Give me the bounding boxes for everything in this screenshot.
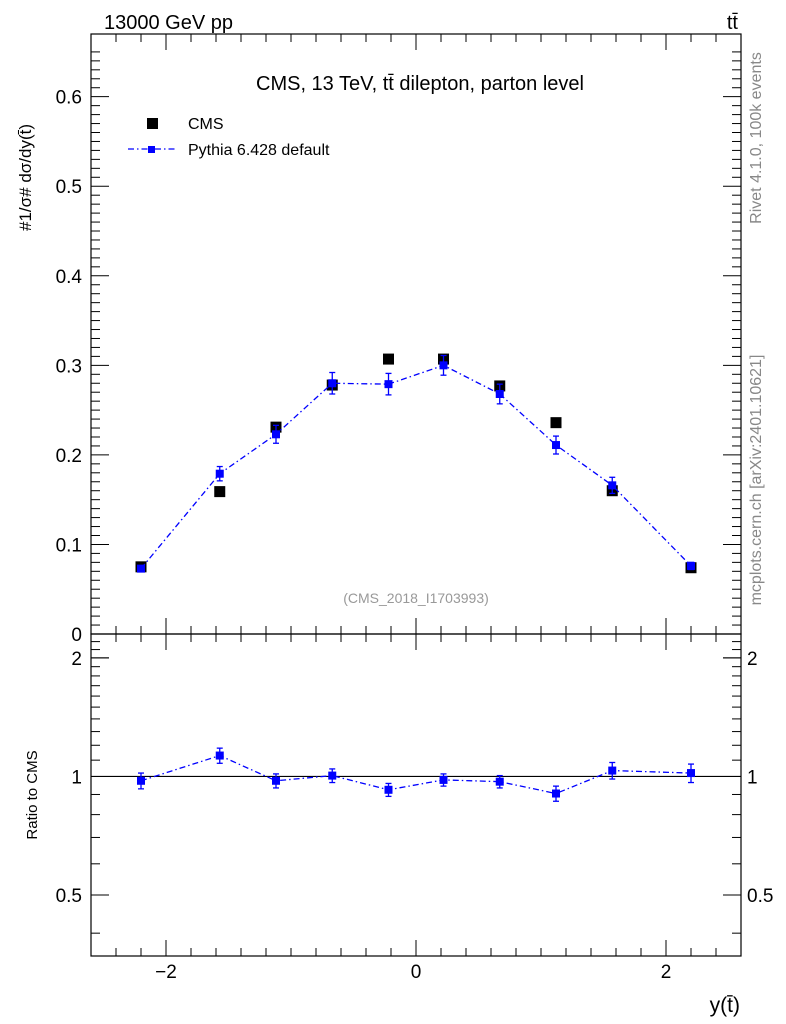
energy-label: 13000 GeV pp <box>104 12 233 34</box>
ratio-tick-label-left: 0.5 <box>56 886 82 907</box>
cms-data-point <box>383 353 394 365</box>
ratio-tick-label-left: 2 <box>71 649 82 670</box>
ratio-plot-frame <box>90 633 742 957</box>
pythia-data-point <box>215 469 224 478</box>
plot-marks <box>90 33 742 957</box>
x-axis-label: y(t̄) <box>710 994 740 1017</box>
ratio-data-point <box>687 769 695 778</box>
rivet-label: Rivet 4.1.0, 100k events <box>748 52 765 224</box>
ratio-data-point <box>137 776 145 785</box>
cms-data-point <box>550 417 562 429</box>
y-tick-label: 0.1 <box>56 535 82 556</box>
pythia-data-point <box>328 379 337 388</box>
watermark: (CMS_2018_I1703993) <box>343 590 489 606</box>
x-tick-label: 0 <box>411 962 422 983</box>
ratio-tick-label-right: 1 <box>747 767 758 788</box>
y-tick-label: 0.2 <box>56 446 82 467</box>
legend-marker-cms <box>147 118 158 129</box>
ratio-data-point <box>439 775 448 784</box>
ratio-tick-label-right: 0.5 <box>747 886 773 907</box>
ratio-axis-label: Ratio to CMS <box>24 750 41 839</box>
ratio-data-point <box>495 777 504 786</box>
ratio-data-point <box>552 789 560 798</box>
ratio-data-point <box>215 751 224 760</box>
y-axis-label: #1/σ# dσ/dy(t̄) <box>16 124 35 231</box>
legend-marker-pythia <box>148 146 155 153</box>
pythia-series-line <box>140 364 692 570</box>
process-label: tt̄ <box>727 12 739 34</box>
y-tick-label: 0.4 <box>56 267 83 288</box>
legend-label-cms: CMS <box>188 116 224 133</box>
x-tick-label: 2 <box>661 962 672 983</box>
ratio-tick-label-right: 2 <box>747 649 758 670</box>
pythia-data-point <box>495 390 504 398</box>
y-tick-label: 0.3 <box>56 356 82 377</box>
chart-title: CMS, 13 TeV, tt̄ dilepton, parton level <box>256 73 584 95</box>
ratio-tick-label-left: 1 <box>71 767 82 788</box>
pythia-data-point <box>552 441 560 450</box>
source-label: mcplots.cern.ch [arXiv:2401.10621] <box>748 355 765 606</box>
ratio-data-point <box>328 771 337 780</box>
pythia-data-point <box>272 430 280 439</box>
legend-label-pythia: Pythia 6.428 default <box>188 142 330 159</box>
ratio-data-point <box>384 785 393 794</box>
pythia-data-point <box>137 564 145 573</box>
pythia-data-point <box>439 361 448 370</box>
pythia-data-point <box>687 561 695 570</box>
ratio-data-point <box>272 776 280 785</box>
y-tick-label: 0.5 <box>56 177 82 198</box>
y-zero-label: 0 <box>71 625 82 646</box>
pythia-data-point <box>384 380 393 389</box>
cms-data-point <box>214 486 226 498</box>
ratio-series-line <box>140 754 692 795</box>
ratio-data-point <box>608 766 617 775</box>
y-tick-label: 0.6 <box>56 88 82 109</box>
x-tick-label: −2 <box>155 962 177 983</box>
pythia-data-point <box>608 481 617 490</box>
